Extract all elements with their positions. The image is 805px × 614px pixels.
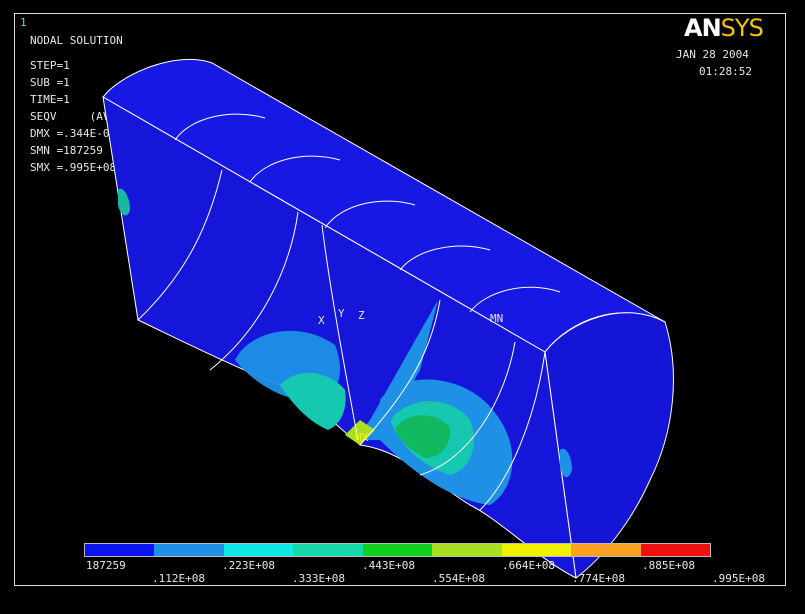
contour-left-inner — [280, 372, 346, 430]
stat-smn: SMN =187259 — [30, 144, 103, 157]
legend-label: .443E+08 — [362, 559, 415, 572]
graphics-window-frame — [14, 13, 786, 586]
legend-label: .333E+08 — [292, 572, 345, 585]
max-marker: MX — [355, 431, 369, 444]
window-number: 1 — [20, 16, 27, 29]
mesh-lines — [137, 113, 561, 511]
contour-center-hot — [395, 415, 451, 458]
legend-label: .664E+08 — [502, 559, 555, 572]
legend-label: .774E+08 — [572, 572, 625, 585]
legend-label: .554E+08 — [432, 572, 485, 585]
legend-color-segment — [362, 544, 433, 556]
legend-label: .995E+08 — [712, 572, 765, 585]
triad-z-label: Z — [358, 309, 365, 322]
contour-left-edge — [118, 188, 130, 216]
plot-time: 01:28:52 — [699, 65, 752, 78]
stat-smx: SMX =.995E+08 — [30, 161, 117, 174]
legend-label: .112E+08 — [152, 572, 205, 585]
contour-right-edge — [560, 448, 572, 478]
legend-color-segment — [154, 544, 225, 556]
legend-label: .223E+08 — [222, 559, 275, 572]
triad-y-label: Y — [338, 307, 345, 320]
stat-sub: SUB =1 — [30, 76, 70, 89]
contour-max-zone — [345, 420, 375, 445]
legend-color-segment — [432, 544, 503, 556]
plot-title: NODAL SOLUTION — [30, 34, 123, 47]
triad-x-label: X — [318, 314, 325, 327]
legend-color-segment — [501, 544, 572, 556]
legend-label: 187259 — [86, 559, 126, 572]
stat-dmx: DMX =.344E-03 — [30, 127, 117, 140]
plot-date: JAN 28 2004 — [676, 48, 749, 61]
legend-color-segment — [85, 544, 155, 556]
legend-bar — [84, 543, 711, 557]
legend-color-segment — [293, 544, 364, 556]
legend-color-segment — [223, 544, 294, 556]
min-marker: MN — [490, 312, 504, 325]
stat-step: STEP=1 — [30, 59, 70, 72]
legend-label: .885E+08 — [642, 559, 695, 572]
stat-time: TIME=1 — [30, 93, 70, 106]
legend-color-segment — [640, 544, 711, 556]
legend-color-segment — [571, 544, 642, 556]
ansys-logo: ANSYS — [684, 14, 764, 42]
